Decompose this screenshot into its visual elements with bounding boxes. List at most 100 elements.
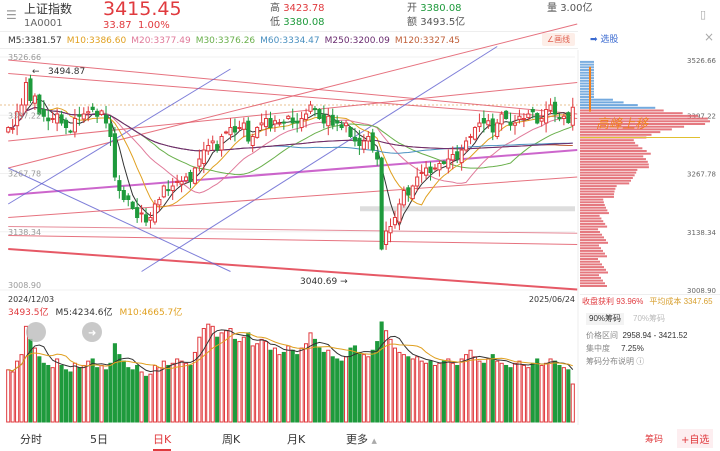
- candle: [339, 124, 344, 128]
- volume-bar: [95, 367, 100, 423]
- chip-bar: [580, 117, 708, 120]
- tab-weekly-k[interactable]: 周K: [222, 433, 241, 446]
- stock-picker-button[interactable]: ➡ 选股: [590, 35, 619, 45]
- add-watchlist-button[interactable]: +自选: [677, 429, 714, 448]
- chip-bar: [580, 160, 648, 163]
- candle: [304, 113, 309, 120]
- volume-bars: [6, 321, 575, 423]
- candle: [121, 190, 126, 201]
- landscape-icon[interactable]: ▯: [700, 8, 707, 21]
- candle: [103, 114, 109, 124]
- chip-bar: [580, 174, 635, 177]
- chip-bar: [580, 79, 594, 82]
- candle: [63, 119, 69, 128]
- chip-bar: [580, 239, 607, 242]
- volume-bar: [32, 347, 37, 423]
- candle: [375, 152, 380, 160]
- tab-5day[interactable]: 5日: [90, 433, 108, 446]
- chip-distribution: [580, 60, 711, 288]
- candle: [410, 185, 415, 200]
- arrow-left-icon: ←: [32, 67, 40, 77]
- volume-bar: [508, 367, 513, 423]
- play-button[interactable]: [26, 322, 46, 342]
- trend-line: [8, 167, 231, 272]
- price-tick-right: 3267.78: [687, 171, 716, 179]
- chip-bar: [580, 225, 608, 228]
- tab-intraday[interactable]: 分时: [20, 433, 42, 446]
- volume-bar: [188, 364, 193, 423]
- volume-bar: [437, 362, 442, 423]
- volume-bar: [121, 360, 126, 423]
- chip-bar: [580, 212, 609, 215]
- close-icon[interactable]: ×: [704, 30, 715, 44]
- candle: [259, 122, 264, 126]
- volume-bar: [481, 362, 486, 423]
- candle: [272, 120, 277, 125]
- candle: [392, 217, 398, 226]
- volume-bar: [19, 354, 24, 423]
- volume-bar: [468, 349, 473, 423]
- chips-button[interactable]: 筹码: [645, 435, 664, 445]
- volume-bar: [166, 364, 171, 423]
- chip-bar: [580, 66, 594, 69]
- candle: [455, 151, 460, 160]
- candle: [28, 78, 33, 101]
- chip-bar: [580, 258, 599, 261]
- start-date: 2024/12/03: [8, 295, 54, 304]
- candle: [246, 120, 251, 142]
- high-stat: 高 3423.78: [270, 3, 325, 14]
- chip-help-link[interactable]: 筹码分布说明 ⓘ: [586, 357, 645, 366]
- volume-value: 3493.5亿: [8, 306, 49, 318]
- volume-bar: [401, 354, 406, 423]
- next-button[interactable]: [82, 322, 102, 342]
- price-tick-right: 3397.22: [687, 112, 716, 120]
- chip-bar: [580, 185, 617, 188]
- price-tick-right: 3138.34: [687, 229, 716, 237]
- tab-chips-70[interactable]: 70%筹码: [633, 314, 666, 323]
- volume-bar: [286, 345, 291, 423]
- kline-chart[interactable]: 3526.66 3397.22 3267.78 3138.34 3008.90 3526.…: [0, 0, 720, 428]
- volume-bar: [317, 347, 322, 423]
- price-tick-left: 3397.22: [8, 111, 41, 120]
- volume-bar: [290, 349, 295, 423]
- candle: [486, 120, 491, 126]
- chip-bar: [580, 271, 608, 274]
- candle: [335, 120, 340, 124]
- trend-line: [8, 235, 578, 246]
- volume-bar: [388, 338, 393, 423]
- gap-band: [360, 206, 575, 212]
- chip-bar: [580, 71, 594, 74]
- ma120-value: M120:3327.45: [394, 36, 461, 46]
- arrow-right-icon: ➜: [88, 328, 96, 339]
- volume-bar: [223, 330, 229, 423]
- candle: [512, 122, 518, 126]
- volume-bar: [255, 343, 260, 423]
- trend-line: [7, 68, 231, 205]
- candle: [548, 104, 553, 111]
- volume-bar: [59, 364, 64, 423]
- draw-line-button[interactable]: ∠画线: [542, 33, 576, 46]
- chip-bar: [580, 133, 652, 136]
- volume-bar: [424, 362, 429, 423]
- chip-bar: [580, 168, 638, 171]
- chip-bar: [580, 268, 606, 271]
- chip-bar: [580, 95, 594, 98]
- candle: [526, 113, 531, 119]
- tab-chips-90[interactable]: 90%筹码: [586, 313, 625, 325]
- volume-bar: [326, 349, 331, 423]
- chip-bar: [580, 285, 607, 288]
- menu-icon[interactable]: ☰: [6, 8, 17, 22]
- current-price: 3415.45: [103, 0, 182, 20]
- chip-bar: [580, 152, 651, 155]
- tab-daily-k[interactable]: 日K: [153, 431, 172, 451]
- volume-bar: [152, 364, 157, 423]
- price-range: 价格区间 2958.94 - 3421.52: [586, 331, 688, 340]
- candle: [126, 195, 131, 201]
- volume-bar: [210, 325, 215, 423]
- low-stat: 低 3380.08: [270, 17, 325, 28]
- tab-monthly-k[interactable]: 月K: [287, 433, 306, 446]
- tab-more[interactable]: 更多 ▲: [346, 433, 377, 446]
- candle: [557, 117, 562, 120]
- volume-bar: [72, 362, 77, 423]
- chip-bar: [580, 247, 602, 250]
